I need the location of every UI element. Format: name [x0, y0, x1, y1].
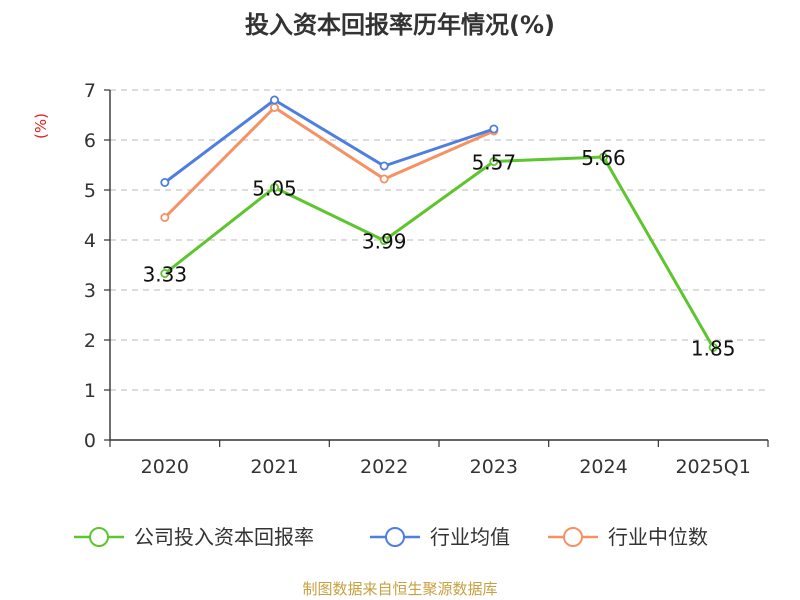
data-point: [708, 342, 718, 352]
y-tick-label: 1: [84, 380, 96, 402]
data-point: [599, 152, 609, 162]
data-point: [160, 177, 170, 187]
legend-marker: [563, 527, 583, 547]
y-tick-label: 2: [84, 330, 96, 352]
x-tick-label: 2024: [579, 456, 627, 478]
y-tick-label: 7: [84, 80, 96, 102]
data-labels: 3.33 5.05 3.99 5.57 5.66 1.85: [143, 146, 736, 361]
x-tick-label: 2023: [470, 456, 518, 478]
axes: [104, 89, 769, 447]
x-tick-label: 2020: [141, 456, 189, 478]
data-label: 1.85: [691, 337, 736, 361]
y-tick-label: 3: [84, 280, 96, 302]
legend-label: 公司投入资本回报率: [134, 525, 314, 549]
legend-marker: [89, 527, 109, 547]
data-point: [160, 268, 170, 278]
source-note: 制图数据来自恒生聚源数据库: [302, 580, 497, 598]
data-label: 5.66: [581, 146, 626, 170]
data-point: [379, 161, 389, 171]
data-label: 3.99: [362, 230, 407, 254]
data-point: [379, 235, 389, 245]
chart-title: 投入资本回报率历年情况(%): [245, 11, 555, 39]
y-axis-unit: (%): [32, 113, 50, 139]
series-layer: [160, 95, 718, 352]
y-tick-labels: 0 1 2 3 4 5 6 7: [84, 80, 96, 452]
data-point: [489, 124, 499, 134]
y-tick-label: 4: [84, 230, 96, 252]
data-point: [160, 212, 170, 222]
legend: 公司投入资本回报率 行业均值 行业中位数: [74, 525, 708, 549]
data-label: 5.57: [472, 151, 517, 175]
data-label: 3.33: [143, 263, 188, 287]
legend-label: 行业中位数: [608, 525, 708, 549]
series-line: [163, 98, 495, 184]
data-point: [489, 156, 499, 166]
data-label: 5.05: [252, 177, 297, 201]
x-tick-label: 2021: [250, 456, 298, 478]
data-point: [269, 182, 279, 192]
y-tick-label: 6: [84, 130, 96, 152]
y-tick-label: 5: [84, 180, 96, 202]
data-point: [269, 103, 279, 113]
x-tick-label: 2022: [360, 456, 408, 478]
legend-label: 行业均值: [430, 525, 510, 549]
legend-marker: [385, 527, 405, 547]
x-tick-label: 2025Q1: [675, 456, 750, 478]
y-tick-label: 0: [84, 430, 96, 452]
x-tick-labels: 2020 2021 2022 2023 2024 2025Q1: [141, 456, 751, 478]
series-line: [163, 155, 715, 349]
data-point: [379, 174, 389, 184]
series-line: [163, 106, 495, 219]
data-point: [269, 95, 279, 105]
